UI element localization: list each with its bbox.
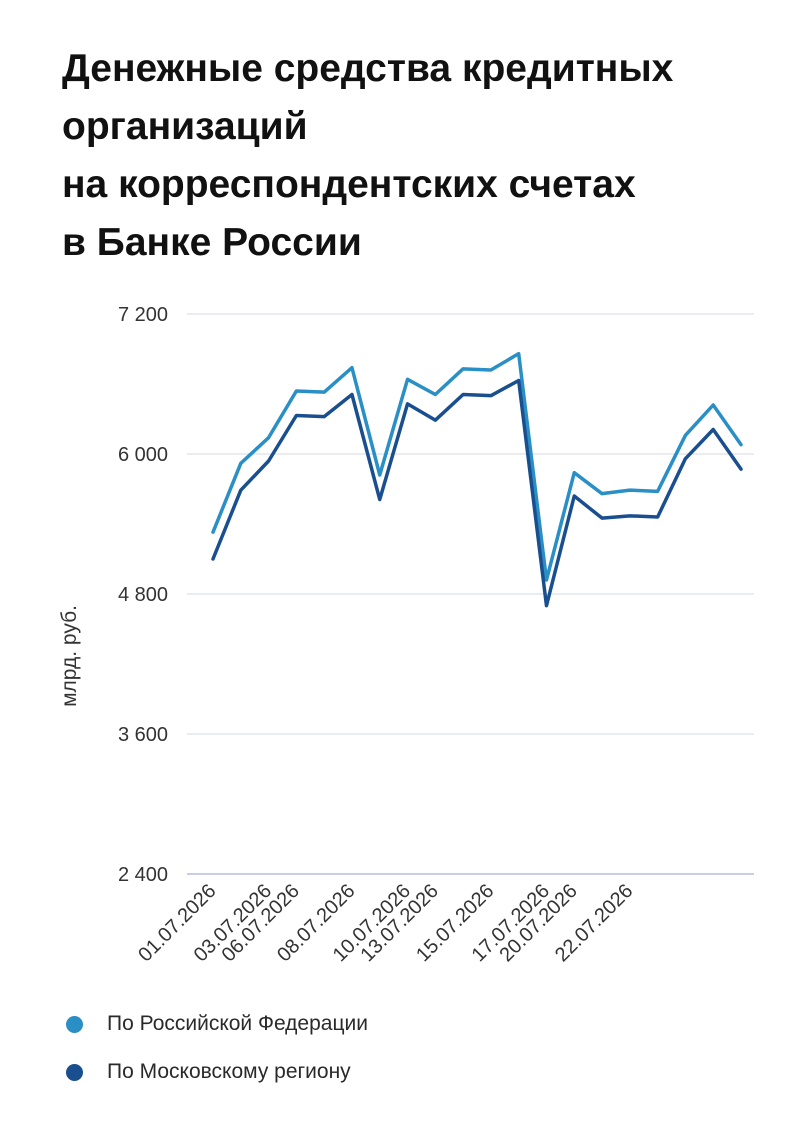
- y-tick-label: 7 200: [118, 304, 168, 326]
- y-axis-label: млрд. руб.: [58, 605, 81, 707]
- x-axis-ticks: 01.07.202603.07.202606.07.202608.07.2026…: [134, 880, 637, 966]
- chart-title-line-1: Денежные средства кредитных: [62, 47, 674, 90]
- legend-item-moscow[interactable]: По Московскому региону: [66, 1060, 368, 1084]
- chart-title: Денежные средства кредитных организаций …: [62, 40, 782, 272]
- y-tick-label: 4 800: [118, 584, 168, 606]
- legend-swatch-moscow: [66, 1063, 83, 1081]
- y-tick-label: 3 600: [118, 724, 168, 746]
- chart-title-line-2: организаций: [62, 105, 308, 148]
- legend-label-rf: По Российской Федерации: [107, 1012, 368, 1035]
- series-line-moscow[interactable]: [211, 378, 743, 608]
- y-tick-label: 2 400: [118, 864, 168, 886]
- legend-item-rf[interactable]: По Российской Федерации: [66, 1012, 368, 1036]
- legend: По Российской Федерации По Московскому р…: [66, 1012, 368, 1108]
- y-tick-label: 6 000: [118, 444, 168, 466]
- legend-label-moscow: По Московскому региону: [107, 1060, 351, 1083]
- chart-title-line-4: в Банке России: [62, 221, 362, 264]
- series-layer: [211, 351, 743, 608]
- legend-swatch-rf: [66, 1015, 83, 1033]
- line-chart: 2 400 3 600 4 800 6 000 7 200 млрд. руб. 01.…: [58, 304, 754, 966]
- series-line-rf[interactable]: [211, 351, 743, 582]
- chart-title-line-3: на корреспондентских счетах: [62, 163, 636, 206]
- grid-layer: [187, 313, 754, 875]
- y-axis-ticks: 2 400 3 600 4 800 6 000 7 200: [118, 304, 168, 886]
